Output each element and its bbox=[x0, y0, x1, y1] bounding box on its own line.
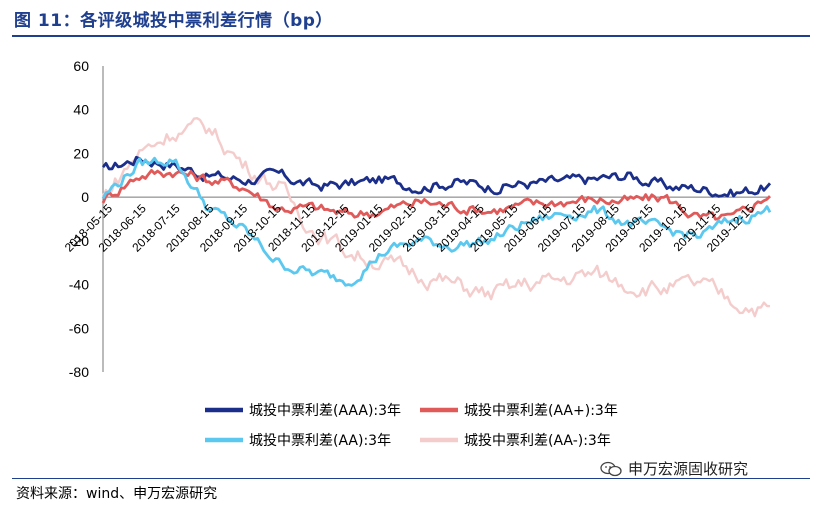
y-tick-label: 0 bbox=[81, 189, 89, 205]
y-tick-label: -20 bbox=[69, 233, 89, 249]
line-chart: 60 40 20 0 -20 -40 -60 -80 2018-05-152018-06-15… bbox=[62, 58, 772, 449]
legend-label-1: 城投中票利差(AA+):3年 bbox=[464, 403, 618, 419]
axes bbox=[102, 66, 770, 372]
y-tick-label: 20 bbox=[73, 145, 89, 161]
series-line-0 bbox=[101, 155, 772, 198]
legend-label-2: 城投中票利差(AA):3年 bbox=[249, 433, 391, 449]
series-lines bbox=[101, 116, 772, 318]
x-axis-ticks: 2018-05-152018-06-152018-07-152018-08-15… bbox=[62, 201, 758, 255]
title-divider bbox=[12, 35, 810, 37]
source-note: 资料来源：wind、申万宏源研究 bbox=[16, 486, 218, 502]
legend-label-0: 城投中票利差(AAA):3年 bbox=[249, 403, 401, 419]
y-axis-ticks: 60 40 20 0 -20 -40 -60 -80 bbox=[69, 58, 89, 380]
legend: 城投中票利差(AAA):3年 城投中票利差(AA+):3年城投中票利差(AA):3… bbox=[205, 403, 618, 449]
watermark-text: 申万宏源固收研究 bbox=[628, 460, 749, 478]
y-tick-label: -80 bbox=[69, 364, 89, 380]
series-line-3 bbox=[101, 116, 771, 318]
y-tick-label: -40 bbox=[69, 277, 89, 293]
series-line-1 bbox=[101, 168, 772, 221]
chart-title: 图 11：各评级城投中票利差行情（bp） bbox=[14, 11, 333, 31]
legend-label-3: 城投中票利差(AA-):3年 bbox=[464, 433, 611, 449]
series-line-2 bbox=[101, 156, 772, 287]
y-tick-label: -60 bbox=[69, 320, 89, 336]
y-tick-label: 40 bbox=[73, 102, 89, 118]
watermark: 申万宏源固收研究 bbox=[600, 458, 748, 479]
y-tick-label: 60 bbox=[73, 58, 89, 74]
wechat-icon bbox=[600, 461, 622, 476]
footer-divider bbox=[12, 478, 810, 479]
